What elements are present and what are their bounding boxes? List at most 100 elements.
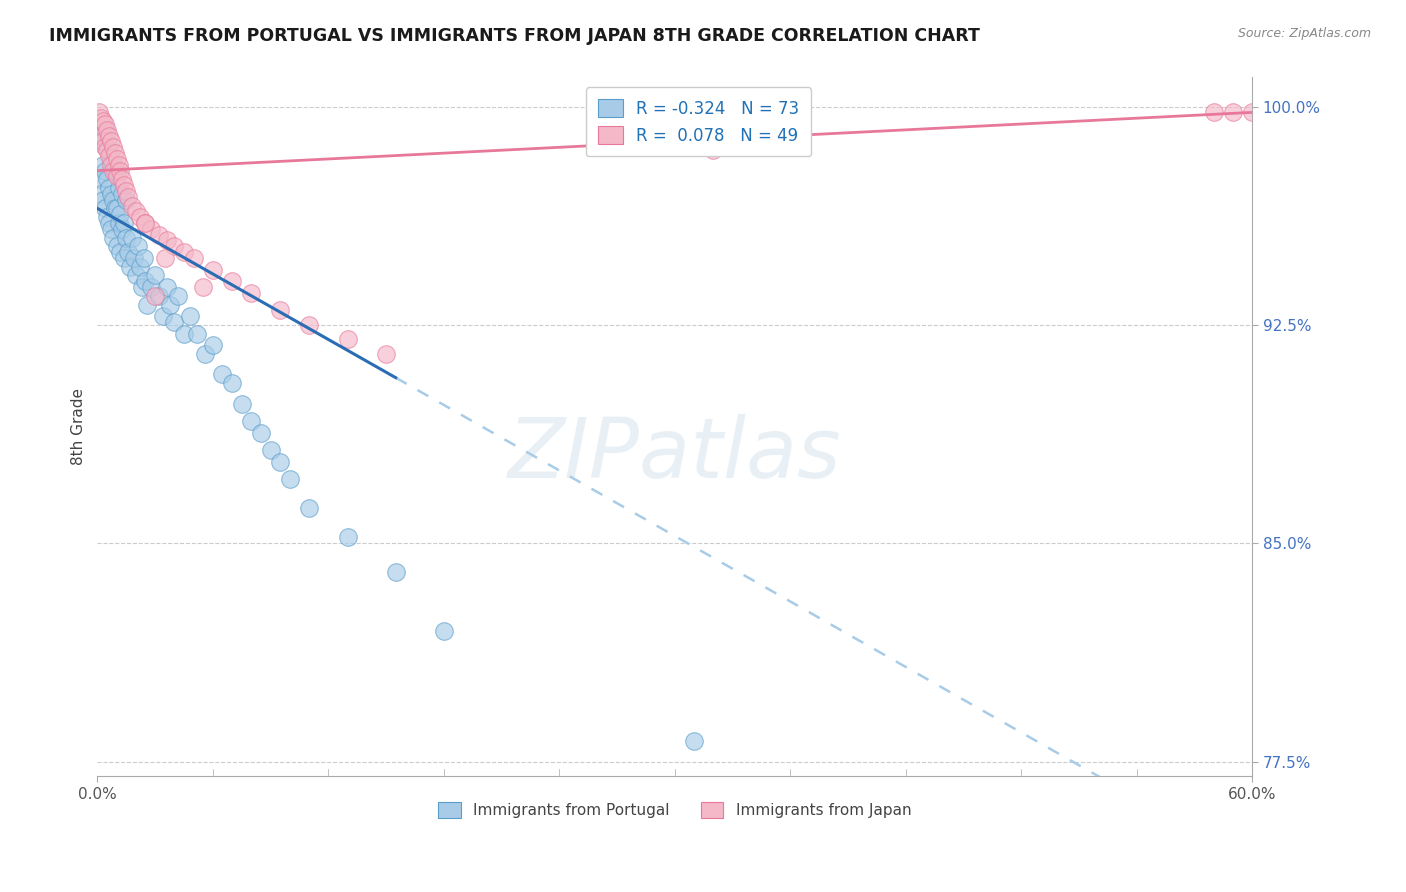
Point (105, 163, 128, 178)
Point (107, 216, 129, 230)
Point (101, 158, 124, 172)
Point (221, 274, 243, 288)
Point (90, 128, 112, 143)
Point (91, 135, 114, 149)
Point (173, 326, 195, 341)
Point (100, 152, 122, 166)
Point (112, 251, 135, 265)
Point (179, 309, 201, 323)
Point (231, 396, 253, 410)
Point (112, 216, 135, 230)
Point (94, 117, 117, 131)
Point (91, 128, 114, 143)
Point (100, 158, 122, 172)
Point (278, 472, 301, 486)
Point (132, 251, 155, 265)
Point (141, 222, 163, 236)
Point (134, 274, 156, 288)
Point (336, 333, 359, 347)
Point (97, 128, 120, 143)
Point (91, 158, 114, 172)
Point (110, 163, 132, 178)
Point (1202, 105, 1225, 120)
Point (97, 216, 120, 230)
Text: IMMIGRANTS FROM PORTUGAL VS IMMIGRANTS FROM JAPAN 8TH GRADE CORRELATION CHART: IMMIGRANTS FROM PORTUGAL VS IMMIGRANTS F… (49, 27, 980, 45)
Point (104, 163, 127, 178)
Point (156, 280, 179, 294)
Text: Source: ZipAtlas.com: Source: ZipAtlas.com (1237, 27, 1371, 40)
Point (101, 140, 124, 154)
Point (120, 260, 142, 274)
Point (336, 531, 359, 545)
Point (101, 230, 124, 244)
Point (105, 239, 128, 253)
Point (433, 624, 456, 638)
Point (183, 251, 205, 265)
Point (298, 501, 321, 516)
Point (201, 338, 224, 352)
Point (128, 260, 150, 274)
Point (96, 210, 118, 224)
Point (105, 152, 128, 166)
Point (148, 227, 170, 242)
Y-axis label: 8th Grade: 8th Grade (72, 388, 86, 466)
Point (167, 289, 190, 303)
Point (96, 135, 118, 149)
Point (89, 172, 111, 186)
Point (90, 186, 112, 201)
Point (143, 289, 166, 303)
Point (375, 347, 398, 361)
Point (96, 123, 118, 137)
Point (128, 210, 150, 224)
Point (104, 146, 127, 161)
Point (259, 443, 281, 458)
Point (298, 318, 321, 332)
Point (131, 280, 153, 294)
Point (240, 285, 263, 300)
Point (115, 193, 138, 207)
Point (100, 222, 122, 236)
Point (97, 181, 120, 195)
Point (111, 172, 134, 186)
Point (110, 207, 132, 221)
Point (101, 163, 124, 178)
Point (110, 245, 132, 260)
Point (134, 216, 156, 230)
Point (94, 163, 117, 178)
Point (91, 193, 114, 207)
Point (90, 112, 112, 126)
Point (115, 230, 138, 244)
Point (105, 202, 128, 216)
Point (141, 280, 163, 294)
Point (221, 376, 243, 391)
Point (111, 222, 134, 236)
Point (269, 455, 291, 469)
Point (683, 734, 706, 748)
Point (104, 202, 127, 216)
Point (384, 566, 406, 580)
Point (115, 184, 138, 198)
Point (127, 239, 149, 253)
Point (125, 204, 148, 219)
Point (107, 181, 129, 195)
Point (156, 234, 179, 248)
Point (148, 289, 170, 303)
Point (112, 178, 135, 193)
Point (117, 245, 139, 260)
Point (125, 268, 148, 283)
Point (186, 326, 208, 341)
Point (94, 202, 117, 216)
Point (121, 230, 143, 244)
Point (240, 414, 263, 428)
Point (1222, 105, 1244, 120)
Point (101, 193, 124, 207)
Legend: Immigrants from Portugal, Immigrants from Japan: Immigrants from Portugal, Immigrants fro… (432, 796, 917, 824)
Point (143, 268, 166, 283)
Point (105, 169, 128, 184)
Point (122, 251, 145, 265)
Point (91, 114, 114, 128)
Point (702, 143, 724, 157)
Point (117, 190, 139, 204)
Point (250, 425, 273, 440)
Point (100, 186, 122, 201)
